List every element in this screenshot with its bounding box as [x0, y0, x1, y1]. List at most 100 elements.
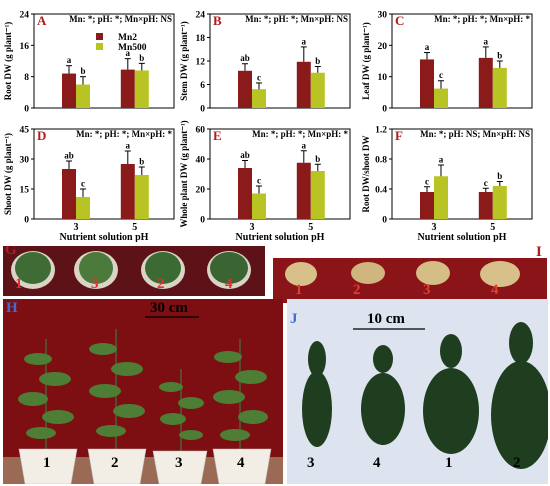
y-axis-label-d: Shoot DW (g plant⁻¹): [3, 133, 13, 215]
y-tick-label-e: 0: [200, 216, 205, 226]
significance-letter-b: b: [315, 56, 320, 66]
significance-letter-a: b: [139, 53, 144, 63]
significance-letter-d: a: [126, 141, 131, 151]
stat-annotation-a: Mn: *; pH: *; Mn×pH: NS: [69, 14, 172, 24]
plants-front-view-image: [3, 299, 283, 484]
photo-number-3: 3: [423, 282, 431, 298]
leaves-image: [287, 299, 548, 484]
bar-b-mn2-ph5: [296, 61, 311, 108]
plot-frame-b: [209, 13, 351, 109]
y-tick-label-b: 24: [196, 11, 206, 21]
significance-letter-f: b: [497, 171, 502, 181]
panel-label-e: E: [213, 128, 222, 143]
photo-panel-i: 1 2 3 4: [273, 258, 547, 303]
y-tick-label-b: 18: [196, 34, 206, 44]
significance-letter-e: a: [302, 140, 307, 150]
x-tick-label-e: 5: [308, 222, 313, 233]
photo-number-1: 1: [15, 276, 23, 292]
panel-label-h: H: [6, 300, 18, 316]
photo-number-1: 1: [445, 455, 453, 471]
x-axis-label-d: Nutrient solution pH: [60, 232, 149, 242]
y-tick-label-d: 45: [20, 126, 30, 136]
panel-label-d: D: [37, 128, 46, 143]
y-axis-label-c: Leaf DW (g plant⁻¹): [361, 22, 371, 100]
photo-number-3: 3: [175, 455, 183, 471]
bar-b-mn2-ph3: [238, 70, 252, 108]
bar-b-mn500-ph3: [252, 89, 266, 108]
bar-f-mn2-ph3: [420, 192, 434, 219]
legend-swatch-mn2: [96, 33, 103, 40]
y-tick-label-c: 20: [378, 42, 388, 52]
y-axis-label-a: Root DW (g plant⁻¹): [3, 22, 13, 101]
y-tick-label-a: 24: [20, 11, 30, 21]
bar-a-mn2-ph5: [120, 69, 135, 108]
y-tick-label-f: 0.8: [375, 156, 387, 166]
y-tick-label-e: 60: [196, 126, 206, 136]
photo-panel-j: J 10 cm 3 4 1 2: [287, 299, 548, 484]
stat-annotation-c: Mn: *; pH: *; Mn×pH: *: [434, 14, 530, 24]
bar-c-mn500-ph5: [492, 67, 507, 108]
y-tick-label-a: 8: [24, 73, 29, 83]
bar-b-mn500-ph5: [310, 72, 325, 108]
plot-frame-c: [391, 13, 533, 109]
significance-letter-e: c: [257, 176, 261, 186]
photo-number-1: 1: [295, 282, 303, 298]
panel-label-j: J: [290, 311, 298, 327]
x-axis-label-f: Nutrient solution pH: [418, 232, 507, 242]
photo-number-3: 2: [157, 276, 165, 292]
bar-e-mn2-ph5: [296, 162, 311, 219]
bar-c-mn2-ph5: [478, 57, 493, 108]
y-tick-label-b: 6: [200, 81, 205, 91]
significance-letter-f: a: [439, 155, 444, 165]
bar-a-mn500-ph5: [134, 70, 149, 108]
panel-label-g: G: [5, 246, 17, 258]
y-tick-label-f: 0.4: [375, 186, 387, 196]
photo-number-2: 2: [111, 455, 119, 471]
y-tick-label-f: 1.2: [375, 126, 387, 136]
plot-frame-d: [33, 128, 175, 220]
y-tick-label-a: 16: [20, 42, 30, 52]
bar-e-mn2-ph3: [238, 168, 252, 219]
x-tick-label-f: 3: [432, 222, 437, 233]
photo-number-3: 3: [307, 455, 315, 471]
significance-letter-a: a: [67, 55, 72, 65]
photo-number-4: 4: [237, 455, 245, 471]
bar-c-mn2-ph3: [420, 59, 434, 108]
panel-label-b: B: [213, 13, 222, 28]
legend-label-mn2: Mn2: [118, 33, 137, 43]
photo-panel-h: H 30 cm 1 2 3 4: [3, 299, 283, 484]
photo-number-4: 4: [491, 282, 499, 298]
y-tick-label-c: 10: [378, 73, 388, 83]
stat-annotation-d: Mn: *; pH: *; Mn×pH: *: [76, 129, 172, 139]
scale-bar-label: 30 cm: [150, 300, 188, 316]
y-axis-label-f: Root DW/shoot DW: [361, 135, 371, 212]
x-axis-label-e: Nutrient solution pH: [236, 232, 325, 242]
photo-panel-g: G 1 3 2 4: [3, 246, 265, 296]
photo-number-2: 2: [353, 282, 361, 298]
significance-letter-d: b: [139, 157, 144, 167]
plot-frame-f: [391, 128, 533, 220]
y-tick-label-b: 0: [200, 105, 205, 115]
significance-letter-c: b: [497, 51, 502, 61]
stat-annotation-f: Mn: *; pH: NS; Mn×pH: NS: [420, 129, 530, 139]
bar-e-mn500-ph3: [252, 193, 266, 219]
significance-letter-f: c: [425, 176, 429, 186]
significance-letter-e: ab: [240, 150, 250, 160]
y-tick-label-c: 0: [382, 105, 387, 115]
stat-annotation-e: Mn: *; pH: *; Mn×pH: *: [252, 129, 348, 139]
bar-d-mn500-ph5: [134, 175, 149, 219]
photo-number-1: 1: [43, 455, 51, 471]
scale-bar-label: 10 cm: [367, 311, 405, 327]
plot-frame-a: [33, 13, 175, 109]
significance-letter-a: a: [126, 48, 131, 58]
x-tick-label-e: 3: [250, 222, 255, 233]
significance-letter-f: c: [484, 178, 488, 188]
y-axis-label-b: Stem DW (g plant⁻¹): [179, 21, 189, 101]
bar-f-mn500-ph3: [434, 176, 448, 219]
plot-frame-e: [209, 128, 351, 220]
stat-annotation-b: Mn: *; pH: *; Mn×pH: NS: [245, 14, 348, 24]
legend-label-mn500: Mn500: [118, 43, 147, 53]
significance-letter-c: a: [425, 42, 430, 52]
y-tick-label-d: 0: [24, 216, 29, 226]
significance-letter-c: a: [484, 36, 489, 46]
